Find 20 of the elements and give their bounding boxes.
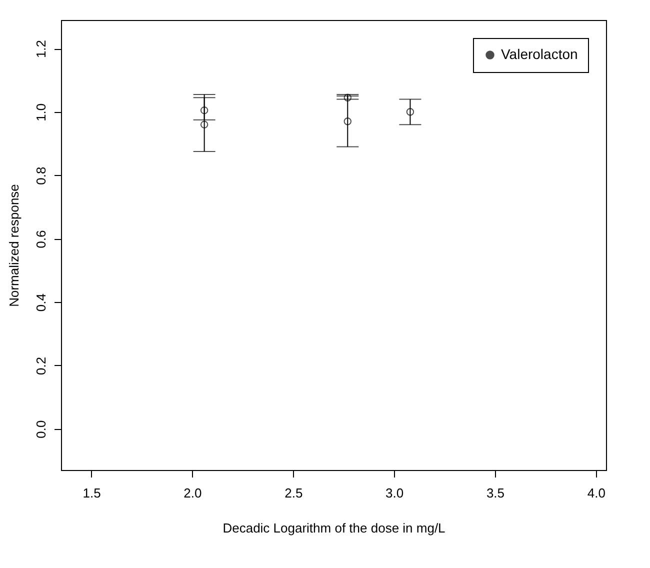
x-tick-label: 1.5 (82, 486, 101, 500)
x-tick-label: 3.0 (386, 486, 404, 500)
y-tick-label: 0.0 (34, 420, 48, 438)
legend-label: Valerolacton (501, 46, 578, 62)
y-tick-label: 1.0 (34, 103, 48, 122)
point (406, 108, 414, 116)
y-tick-label: 0.6 (34, 230, 48, 248)
y-tick-label: 0.2 (34, 356, 48, 375)
point (344, 118, 352, 126)
y-tick-label: 1.2 (34, 40, 48, 58)
point (200, 120, 208, 128)
x-tick-label: 2.0 (184, 486, 202, 500)
y-axis-title: Normalized response (6, 184, 22, 307)
x-tick-label: 2.5 (284, 486, 303, 500)
y-tick-label: 0.8 (34, 166, 48, 185)
y-tick-label: 0.4 (34, 294, 48, 312)
x-tick-label: 3.5 (486, 486, 505, 500)
x-axis-title: Decadic Logarithm of the dose in mg/L (222, 520, 446, 536)
x-tick-label: 4.0 (587, 486, 606, 500)
point (200, 106, 208, 114)
